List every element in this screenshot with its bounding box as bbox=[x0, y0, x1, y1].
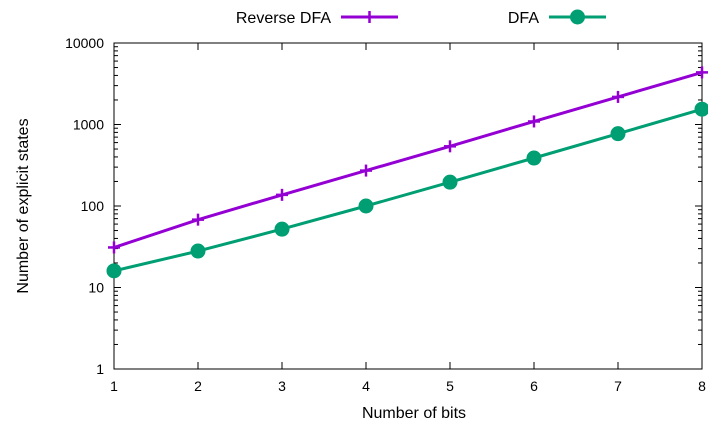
data-point-dfa bbox=[106, 263, 122, 279]
x-tick-label: 3 bbox=[278, 378, 286, 394]
x-tick-label: 6 bbox=[530, 378, 538, 394]
legend-label-reverse-dfa: Reverse DFA bbox=[236, 10, 331, 27]
series-reverse-dfa bbox=[108, 66, 708, 254]
data-point-reverse-dfa bbox=[612, 90, 624, 103]
x-axis-title: Number of bits bbox=[362, 405, 466, 422]
y-tick-label: 100 bbox=[81, 198, 105, 214]
y-tick-label: 1 bbox=[96, 361, 104, 377]
data-point-reverse-dfa bbox=[528, 115, 540, 128]
data-point-dfa bbox=[526, 150, 542, 166]
data-point-reverse-dfa bbox=[108, 241, 120, 254]
series-dfa bbox=[106, 101, 708, 279]
legend: Reverse DFA DFA bbox=[236, 9, 606, 27]
legend-item-reverse-dfa: Reverse DFA bbox=[236, 10, 398, 27]
data-point-dfa bbox=[442, 174, 458, 190]
plot-border bbox=[113, 42, 703, 370]
x-tick-label: 5 bbox=[446, 378, 454, 394]
data-point-reverse-dfa bbox=[444, 140, 456, 153]
legend-marker-dfa bbox=[570, 9, 585, 25]
legend-marker-reverse-dfa bbox=[363, 11, 376, 23]
legend-label-dfa: DFA bbox=[508, 10, 539, 27]
x-tick-label: 1 bbox=[110, 378, 118, 394]
data-point-reverse-dfa bbox=[696, 66, 708, 79]
data-point-dfa bbox=[274, 221, 290, 237]
series-line-reverse-dfa bbox=[113, 70, 703, 249]
x-tick-label: 7 bbox=[614, 378, 622, 394]
y-tick-label: 10 bbox=[88, 280, 104, 296]
x-tick-label: 4 bbox=[362, 378, 370, 394]
data-point-dfa bbox=[694, 101, 708, 117]
data-point-reverse-dfa bbox=[360, 164, 372, 177]
x-tick-label: 2 bbox=[194, 378, 202, 394]
series-group bbox=[106, 66, 708, 279]
data-point-dfa bbox=[610, 126, 626, 142]
y-tick-label: 1000 bbox=[73, 117, 104, 133]
data-point-dfa bbox=[190, 243, 206, 259]
data-point-reverse-dfa bbox=[276, 188, 288, 201]
axis-ticks: 1 2 3 4 5 6 7 8 1 10 100 1000 10000 bbox=[65, 35, 706, 394]
y-tick-label: 10000 bbox=[65, 35, 104, 51]
legend-item-dfa: DFA bbox=[508, 9, 606, 27]
y-axis-title: Number of explicit states bbox=[15, 118, 32, 293]
plot-frame bbox=[113, 42, 703, 370]
data-point-reverse-dfa bbox=[192, 213, 204, 226]
data-point-dfa bbox=[358, 198, 374, 214]
x-tick-label: 8 bbox=[698, 378, 706, 394]
series-line-dfa bbox=[113, 107, 703, 273]
